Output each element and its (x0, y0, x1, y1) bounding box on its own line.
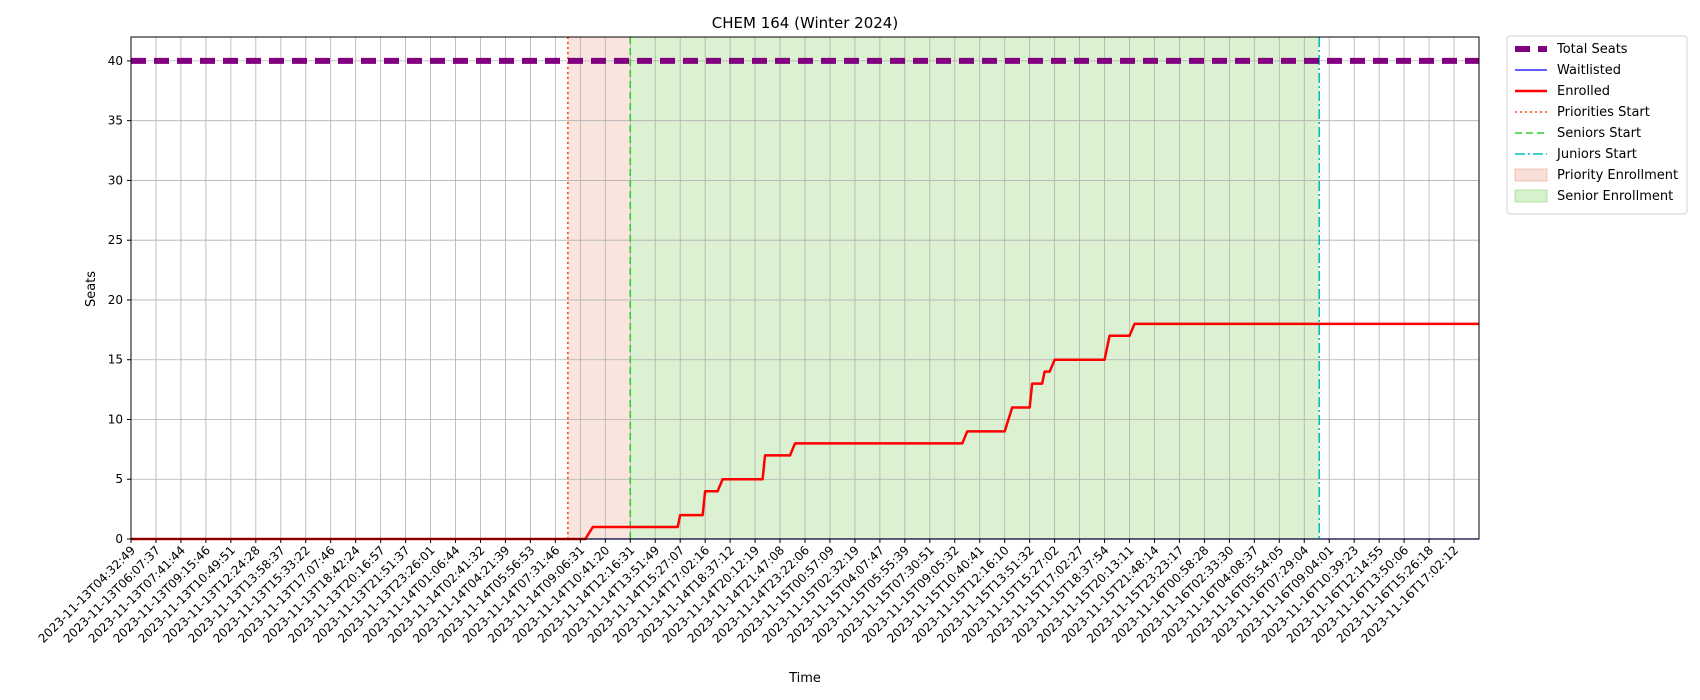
y-tick-label: 0 (115, 532, 123, 546)
y-tick-label: 10 (108, 412, 123, 426)
priority-enrollment-span (567, 37, 631, 539)
priority-enrollment-legend-label: Priority Enrollment (1557, 168, 1678, 183)
waitlisted-legend-label: Waitlisted (1557, 63, 1621, 78)
x-axis-ticks: 2023-11-13T04:32:492023-11-13T06:07:3720… (36, 539, 1461, 646)
enrolled-series (131, 322, 1479, 541)
total-seats-legend-label: Total Seats (1556, 42, 1628, 57)
priority-enrollment-legend-swatch (1514, 168, 1548, 182)
chart-title: CHEM 164 (Winter 2024) (712, 14, 898, 32)
seniors-start-legend-label: Seniors Start (1557, 126, 1641, 141)
enrolled-legend-label: Enrolled (1557, 84, 1610, 99)
y-axis-label: Seats (84, 271, 99, 307)
legend: Total Seats Waitlisted Enrolled Priorities … (1506, 35, 1688, 215)
y-tick-label: 40 (108, 54, 123, 68)
x-axis-label: Time (788, 671, 821, 686)
phase-lines (567, 37, 1321, 539)
legend-box (1506, 35, 1688, 215)
y-axis-ticks: 0 5 10 15 20 25 30 35 40 (108, 54, 131, 546)
senior-enrollment-legend-swatch (1514, 189, 1548, 203)
y-tick-label: 30 (108, 173, 123, 187)
senior-enrollment-legend-label: Senior Enrollment (1557, 189, 1673, 204)
senior-enrollment-span (630, 37, 1320, 539)
y-tick-label: 25 (108, 233, 123, 247)
juniors-start-legend-label: Juniors Start (1556, 147, 1637, 162)
y-tick-label: 35 (108, 114, 123, 128)
priorities-start-legend-label: Priorities Start (1557, 105, 1650, 120)
y-tick-label: 20 (108, 293, 123, 307)
y-tick-label: 15 (108, 353, 123, 367)
y-tick-label: 5 (115, 472, 123, 486)
